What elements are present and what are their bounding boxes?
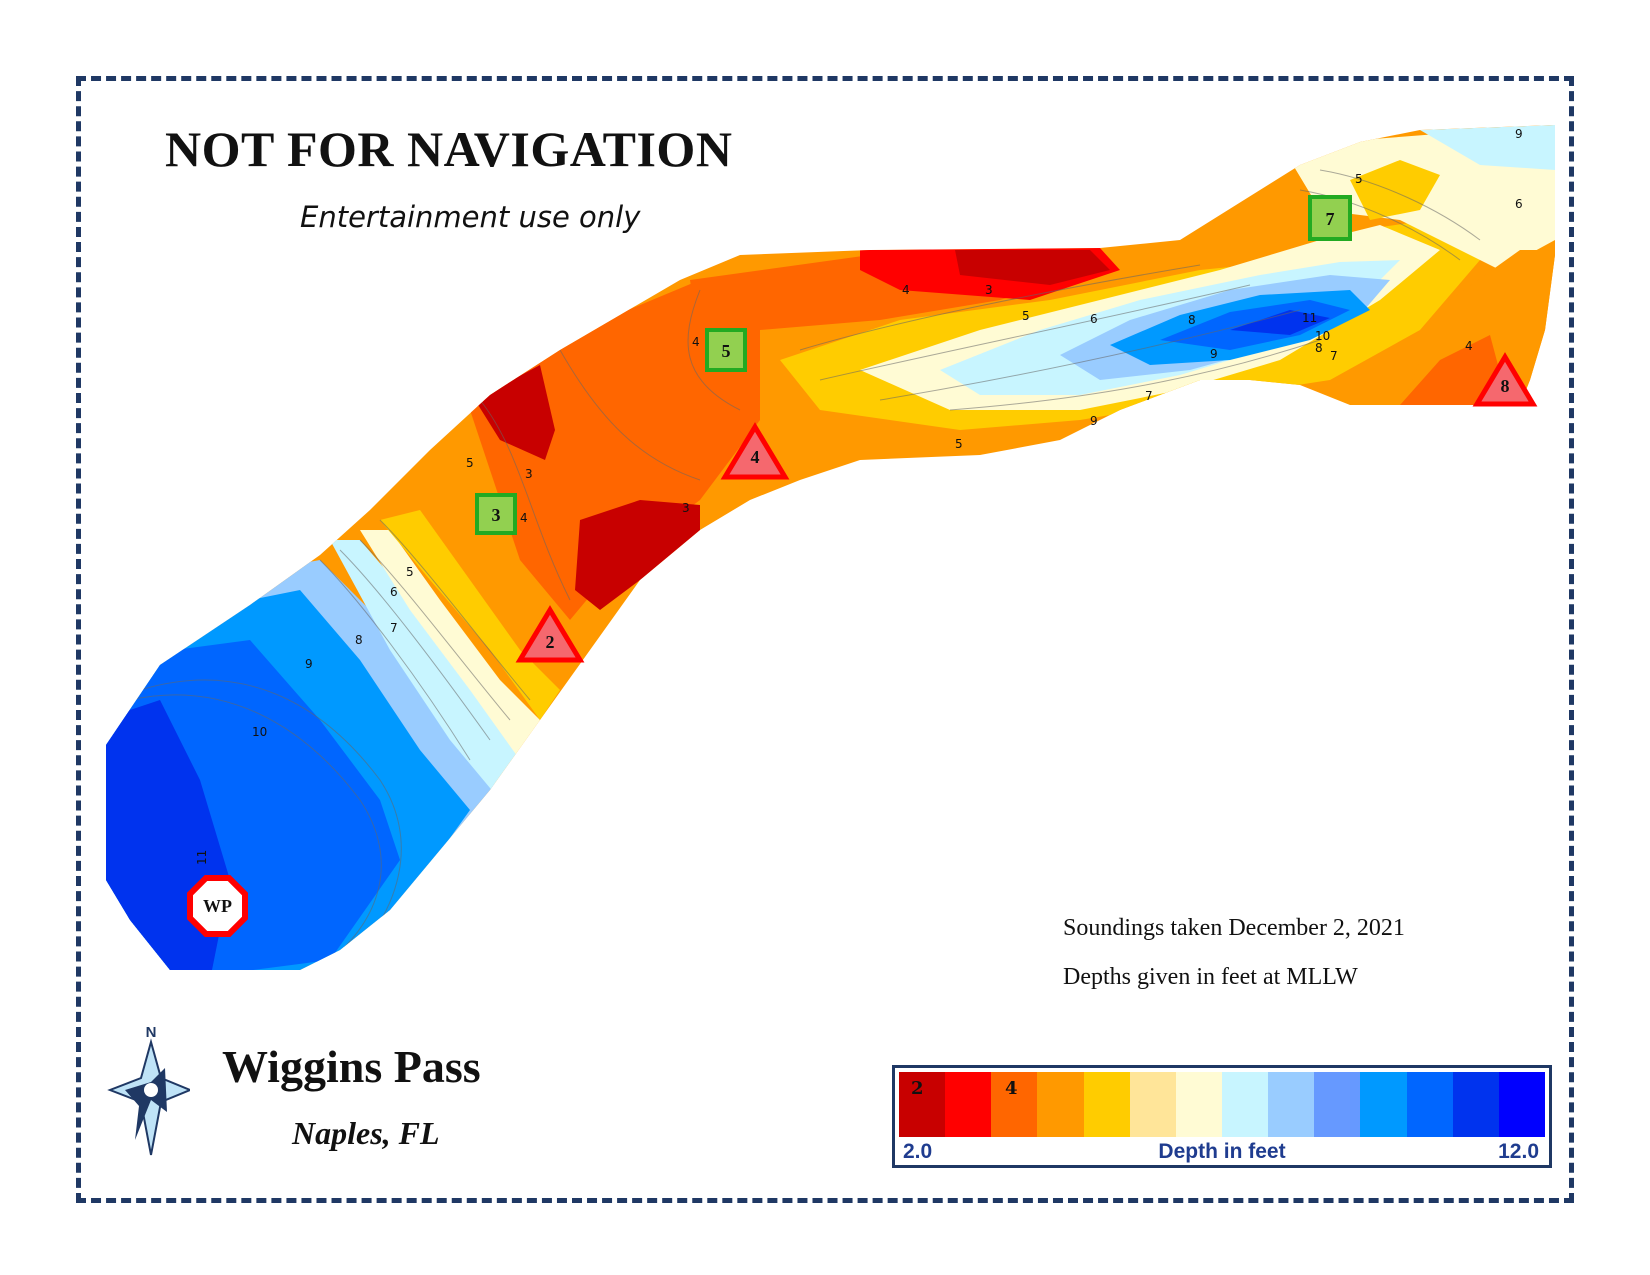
marker-label: 8: [1501, 376, 1510, 396]
legend-swatch: [945, 1072, 992, 1137]
contour-label: 8: [1188, 313, 1196, 327]
legend-swatch: [1314, 1072, 1361, 1137]
marker-wp[interactable]: WP: [187, 875, 248, 937]
triangle-marker-icon: [515, 605, 585, 663]
contour-label-group: 3 3 3 4 4 4 4 5 5 5 5 5 6 6 6 7 7 7 8 8 …: [195, 127, 1523, 865]
square-marker-icon: [475, 493, 517, 535]
legend-swatch: [1406, 1072, 1453, 1137]
square-marker-icon: [705, 328, 747, 372]
octagon-marker-icon: [187, 875, 248, 937]
legend-swatch: [991, 1072, 1038, 1137]
contour-label: 11: [1302, 311, 1317, 325]
depth-legend: 2 4 2.0 Depth in feet 12.0: [892, 1065, 1552, 1168]
contour-label: 5: [1022, 309, 1030, 323]
place-name: Wiggins Pass: [222, 1041, 481, 1092]
contour-label: 9: [1090, 414, 1098, 428]
marker-8[interactable]: 8: [1472, 352, 1538, 407]
marker-label: 3: [492, 505, 501, 525]
contour-label: 9: [305, 657, 313, 671]
page-title: NOT FOR NAVIGATION: [165, 121, 733, 177]
legend-swatch: [1498, 1072, 1545, 1137]
contour-label: 3: [525, 467, 533, 481]
legend-color-bar: [899, 1072, 1545, 1137]
contour-label: 10: [252, 725, 267, 739]
contour-label: 6: [390, 585, 398, 599]
contour-label: 4: [520, 511, 528, 525]
contour-label: 11: [195, 850, 209, 865]
contour-label: 8: [355, 633, 363, 647]
contour-label: 7: [390, 621, 398, 635]
square-marker-icon: [1308, 195, 1352, 241]
marker-label: 4: [751, 447, 760, 467]
legend-min-value: 2.0: [903, 1140, 933, 1163]
legend-swatch: [1175, 1072, 1222, 1137]
contour-label: 3: [682, 501, 690, 515]
contour-label: 3: [985, 283, 993, 297]
contour-lines: [129, 169, 1481, 961]
marker-label: 2: [546, 632, 555, 652]
marker-4[interactable]: 4: [720, 422, 790, 480]
contour-label: 9: [1515, 127, 1523, 141]
depth-zones: [106, 125, 1555, 970]
legend-swatch: [1360, 1072, 1407, 1137]
legend-swatch: [1268, 1072, 1315, 1137]
legend-swatch: [1037, 1072, 1084, 1137]
marker-5[interactable]: 5: [705, 328, 747, 372]
contour-label: 8: [1315, 341, 1323, 355]
soundings-note: Soundings taken December 2, 2021: [1063, 915, 1405, 941]
contour-label: 5: [466, 456, 474, 470]
legend-swatch: [1083, 1072, 1130, 1137]
marker-label: 5: [722, 341, 731, 361]
marker-2[interactable]: 2: [515, 605, 585, 663]
contour-label: 6: [1090, 312, 1098, 326]
marker-label: WP: [203, 896, 232, 916]
map-frame: [76, 76, 1574, 1203]
contour-label: 5: [406, 565, 414, 579]
legend-swatch: [1129, 1072, 1176, 1137]
contour-label: 4: [692, 335, 700, 349]
legend-swatch-label: 4: [1005, 1078, 1018, 1099]
triangle-marker-icon: [1472, 352, 1538, 407]
page-subtitle: Entertainment use only: [300, 200, 641, 234]
contour-label: 6: [1515, 197, 1523, 211]
contour-label: 7: [1330, 349, 1338, 363]
contour-label: 9: [1210, 347, 1218, 361]
compass-north-label: N: [146, 1024, 157, 1041]
place-location: Naples, FL: [292, 1115, 440, 1151]
contour-label: 4: [902, 283, 910, 297]
legend-swatch-label: 2: [911, 1078, 924, 1099]
contour-label: 5: [1355, 172, 1363, 186]
compass-rose-icon: N: [107, 1024, 190, 1156]
marker-7[interactable]: 7: [1308, 195, 1352, 241]
datum-note: Depths given in feet at MLLW: [1063, 964, 1358, 990]
triangle-marker-icon: [720, 422, 790, 480]
contour-label: 7: [1145, 389, 1153, 403]
legend-swatch: [1221, 1072, 1269, 1137]
legend-swatch: [1452, 1072, 1499, 1137]
contour-label: 4: [1465, 339, 1473, 353]
legend-title: Depth in feet: [1158, 1140, 1286, 1163]
legend-swatch: [899, 1072, 946, 1137]
legend-max-value: 12.0: [1498, 1140, 1539, 1163]
contour-label: 10: [1315, 329, 1330, 343]
contour-label: 5: [955, 437, 963, 451]
marker-3[interactable]: 3: [475, 493, 517, 535]
marker-label: 7: [1326, 209, 1335, 229]
